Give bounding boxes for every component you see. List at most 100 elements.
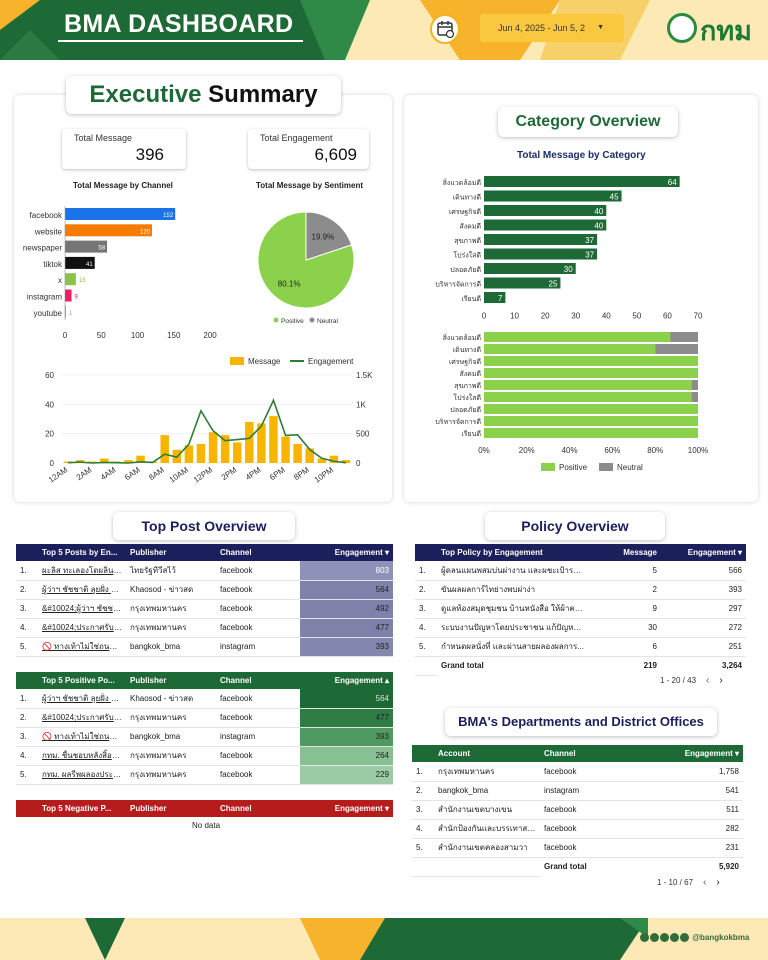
col-header-message[interactable]: Message — [623, 548, 657, 557]
col-header-engagement[interactable]: Engagement ▾ — [334, 804, 389, 813]
calendar-icon[interactable] — [430, 14, 460, 44]
post-link[interactable]: กทม. ชื่นชอบหลังสิ้อยุคร... — [38, 746, 126, 766]
positive-segment — [484, 404, 698, 414]
channel-label: facebook — [30, 211, 63, 220]
col-header-policy[interactable]: Top Policy by Engagement — [441, 548, 543, 557]
x-icon[interactable] — [640, 933, 649, 943]
message-bar — [124, 460, 133, 463]
policy-name: ดูแลท้องสมุดชุมชน บ้านหนังสือ ให้ผ้าคา..… — [437, 599, 589, 619]
col-header-channel[interactable]: Channel — [220, 676, 252, 685]
col-header-post[interactable]: Top 5 Positive Po... — [42, 676, 115, 685]
prev-page-button[interactable]: ‹ — [703, 877, 707, 888]
col-header-channel[interactable]: Channel — [220, 548, 252, 557]
engagement-cell: 393 — [300, 637, 393, 657]
col-header-publisher[interactable]: Publisher — [130, 676, 167, 685]
right-y-tick: 0 — [356, 459, 361, 468]
table-row[interactable]: 2. &#10024;ประกาศรับสมั... กรุงเทพมหานคร fa… — [16, 708, 393, 728]
category-label: สุขภาพดี — [454, 382, 481, 390]
table-row[interactable]: 2.ผู้ว่าฯ ชัชชาติ ลุยฝั่ง ผละ ผ...Khaoso… — [16, 580, 393, 600]
col-header-channel[interactable]: Channel — [544, 749, 576, 758]
post-link[interactable]: &#10024;ประกาศรับสมั... — [38, 618, 126, 638]
table-row[interactable]: 1. ผู้ดลนแผนพสมบ่นผ่างาน และผชะเป้ารากอดบ… — [415, 561, 746, 581]
table-row[interactable]: 5. กทม. ผลรีพผลองประกาศ... กรุงเทพมหานคร fa… — [16, 765, 393, 785]
post-link[interactable]: กทม. ผลรีพผลองประกาศ... — [38, 765, 126, 785]
row-index: 2. — [16, 580, 38, 600]
table-row[interactable]: 1. กรุงเทพมหานคร facebook 1,758 — [412, 762, 743, 782]
top-posts-table: Top 5 Posts by En... Publisher Channel E… — [16, 544, 393, 657]
row-index: 1. — [415, 561, 437, 581]
message-bar — [329, 455, 339, 463]
post-link[interactable]: &#10024;ผู้ว่าฯ ชัชชาติ... — [38, 599, 126, 619]
row-index: 2. — [415, 580, 437, 600]
col-header-engagement[interactable]: Engagement ▾ — [687, 548, 742, 557]
tiktok-icon[interactable] — [680, 933, 689, 943]
col-header-engagement[interactable]: Engagement ▴ — [334, 676, 389, 685]
category-chart-title: Total Message by Category — [517, 150, 646, 161]
table-row[interactable]: 1.ผะลิส ทะเลองโดผลินทะเลิก...ไทยรัฐทีวีส… — [16, 561, 393, 581]
policy-table: Top Policy by Engagement Message Engagem… — [415, 544, 746, 676]
channel-value-label: 120 — [140, 229, 151, 235]
table-row[interactable]: 1.ผู้ว่าฯ ชัชชาติ ลุยฝั่ง ผละ ผ...Khaoso… — [16, 689, 393, 709]
engagement-cell: 564 — [300, 689, 393, 709]
table-row[interactable]: 5.🚫 ทางเท้าไม่ใช่ถนนผลิต...bangkok_bmain… — [16, 637, 393, 657]
post-link[interactable]: 🚫 ทางเท้าไม่ใช่ถนนผลิต... — [38, 637, 126, 657]
channel-bar — [65, 273, 76, 286]
col-header-engagement[interactable]: Engagement ▾ — [684, 749, 739, 758]
channel-bar-chart: facebook 152 website 120 newspaper 58 tiktok 41… — [23, 206, 217, 340]
exec-title-a: Executive — [89, 81, 202, 108]
youtube-icon[interactable] — [670, 933, 679, 943]
engagement-cell: 477 — [300, 618, 393, 638]
table-row[interactable]: 3. ดูแลท้องสมุดชุมชน บ้านหนังสือ ให้ผ้าคา… — [415, 599, 746, 619]
table-row[interactable]: 4. ระบบงานปัญหาโดยประชาชน แก้ปัญหาโค... 30… — [415, 618, 746, 638]
col-header-account[interactable]: Account — [438, 749, 470, 758]
engagement-cell: 229 — [300, 765, 393, 785]
row-index: 3. — [412, 800, 434, 820]
table-row[interactable]: 2. bangkok_bma instagram 541 — [412, 781, 743, 801]
category-label: ปลอดภัยดี — [450, 406, 481, 414]
engagement-cell: 231 — [658, 838, 743, 858]
table-row[interactable]: 4.สำนักป้องกันและบรรเทาสาธาร...facebook2… — [412, 819, 743, 839]
kpi-value: 6,609 — [314, 145, 357, 164]
table-row[interactable]: 3. สำนักงานเขตบางเขน facebook 511 — [412, 800, 743, 820]
col-header-engagement[interactable]: Engagement ▾ — [334, 548, 389, 557]
post-link[interactable]: ผู้ว่าฯ ชัชชาติ ลุยฝั่ง ผละ ผ... — [38, 689, 126, 709]
legend-label: Neutral — [617, 463, 643, 472]
table-row[interactable]: 4. &#10024;ประกาศรับสมั... กรุงเทพมหานคร fa… — [16, 618, 393, 638]
kpi-label: Total Message — [74, 133, 133, 143]
row-index: 3. — [16, 599, 38, 619]
kpi-total-engagement: Total Engagement 6,609 — [248, 129, 369, 169]
channel-label: newspaper — [23, 244, 62, 253]
table-row[interactable]: 3. &#10024;ผู้ว่าฯ ชัชชาติ... กรุงเทพมหานค… — [16, 599, 393, 619]
grand-total-message: 219 — [643, 661, 657, 671]
channel-x-tick: 100 — [131, 331, 145, 340]
x-tick: 2AM — [75, 465, 94, 482]
post-link[interactable]: ผะลิส ทะเลองโดผลินทะเลิก... — [38, 561, 126, 581]
post-link[interactable]: ผู้ว่าฯ ชัชชาติ ลุยฝั่ง ผละ ผ... — [38, 580, 126, 600]
message-bar — [293, 443, 302, 463]
positive-segment — [484, 428, 698, 438]
facebook-icon[interactable] — [650, 933, 659, 943]
post-link[interactable]: 🚫 ทางเท้าไม่ใช่ถนนผลิต... — [38, 727, 126, 747]
col-header-post[interactable]: Top 5 Posts by En... — [42, 548, 118, 557]
table-row[interactable]: 5. กำหนดผลนั่งที่ และผ่านสายผลองผลการ... 6… — [415, 637, 746, 657]
col-header-post[interactable]: Top 5 Negative P... — [42, 804, 112, 813]
post-link[interactable]: &#10024;ประกาศรับสมั... — [38, 708, 126, 728]
table-row[interactable]: 5. สำนักงานเขตคลองสามวา facebook 231 — [412, 838, 743, 858]
table-row[interactable]: 4. กทม. ชื่นชอบหลังสิ้อยุคร... กรุงเทพมหาน… — [16, 746, 393, 766]
policy-name: ผู้ดลนแผนพสมบ่นผ่างาน และผชะเป้ารากอดบ..… — [437, 561, 589, 581]
positive-segment — [484, 344, 656, 354]
date-range-picker[interactable]: Jun 4, 2025 - Jun 5, 2 ▼ — [480, 14, 624, 42]
next-page-button[interactable]: › — [719, 675, 723, 686]
next-page-button[interactable]: › — [716, 877, 720, 888]
prev-page-button[interactable]: ‹ — [706, 675, 710, 686]
legend-label: Engagement — [308, 357, 354, 366]
col-header-publisher[interactable]: Publisher — [130, 804, 167, 813]
col-header-channel[interactable]: Channel — [220, 804, 252, 813]
channel-cell: facebook — [540, 762, 658, 782]
col-header-publisher[interactable]: Publisher — [130, 548, 167, 557]
message-bar — [136, 455, 145, 463]
message-bar — [184, 445, 194, 463]
table-row[interactable]: 3.🚫 ทางเท้าไม่ใช่ถนนผลิต...bangkok_bmain… — [16, 727, 393, 747]
instagram-icon[interactable] — [660, 933, 669, 943]
table-row[interactable]: 2. ขันผลผลการ์ไทย่างพบผ่าง่า 2 393 — [415, 580, 746, 600]
